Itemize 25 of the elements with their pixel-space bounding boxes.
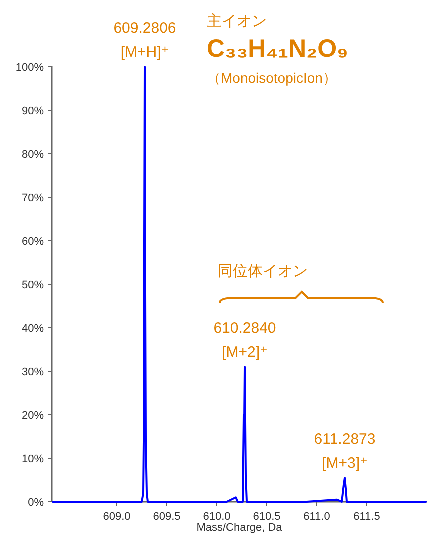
x-axis-title: Mass/Charge, Da bbox=[196, 522, 284, 534]
y-tick-label: 30% bbox=[22, 366, 44, 378]
annotation: （MonoisotopicIon） bbox=[207, 70, 337, 86]
y-tick-label: 80% bbox=[22, 149, 44, 161]
x-tick-label: 610.0 bbox=[203, 511, 231, 523]
text: 主イオン bbox=[207, 13, 267, 30]
y-tick-label: 50% bbox=[22, 280, 44, 292]
y-tick-label: 20% bbox=[22, 410, 44, 422]
x-tick-label: 611.0 bbox=[304, 511, 330, 523]
y-tick-label: 10% bbox=[22, 454, 44, 466]
y-tick-label: 0% bbox=[28, 497, 44, 509]
annotation: 610.2840 [M+2]⁺ bbox=[214, 320, 276, 362]
y-tick-label: 100% bbox=[16, 62, 44, 74]
annotation: 同位体イオン bbox=[218, 263, 308, 280]
annotation: 611.2873 [M+3]⁺ bbox=[314, 431, 376, 472]
y-tick-label: 60% bbox=[22, 236, 44, 248]
x-tick-label: 610.5 bbox=[253, 511, 281, 523]
annotation: 609.2806 [M+H]⁺ bbox=[114, 20, 176, 61]
y-tick-label: 40% bbox=[22, 323, 44, 335]
x-tick-label: 609.0 bbox=[103, 511, 131, 523]
x-tick-label: 611.5 bbox=[354, 511, 380, 523]
y-tick-label: 90% bbox=[22, 106, 44, 118]
x-tick-label: 609.5 bbox=[153, 511, 181, 523]
y-tick-label: 70% bbox=[22, 192, 44, 204]
text: C₃₃H₄₁N₂O₉ bbox=[207, 35, 348, 63]
